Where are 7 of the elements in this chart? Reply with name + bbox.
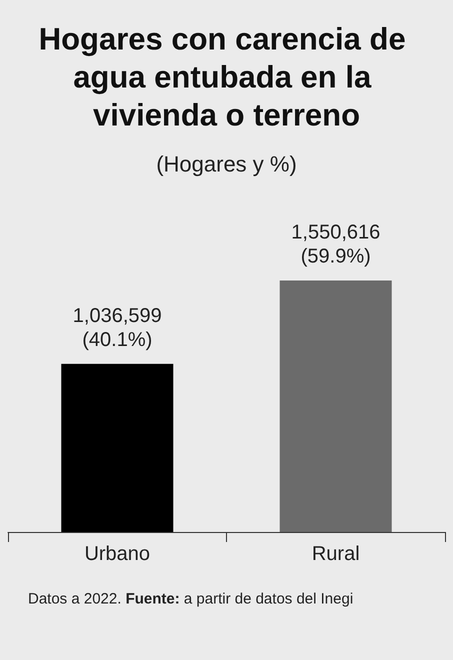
x-tick-label: Rural — [312, 543, 360, 565]
data-label: 1,550,616 (59.9%) — [291, 221, 380, 268]
data-label: 1,036,599 (40.1%) — [72, 304, 162, 351]
text: Datos a 2022. Fuente: a partir de datos del Inegi — [28, 590, 354, 608]
x-tick-label: Urbano — [84, 543, 150, 565]
chart-title: Hogares con carencia de agua entubada en la vivienda o terreno — [38, 22, 414, 132]
chart-subtitle: (Hogares y %) — [156, 152, 297, 176]
